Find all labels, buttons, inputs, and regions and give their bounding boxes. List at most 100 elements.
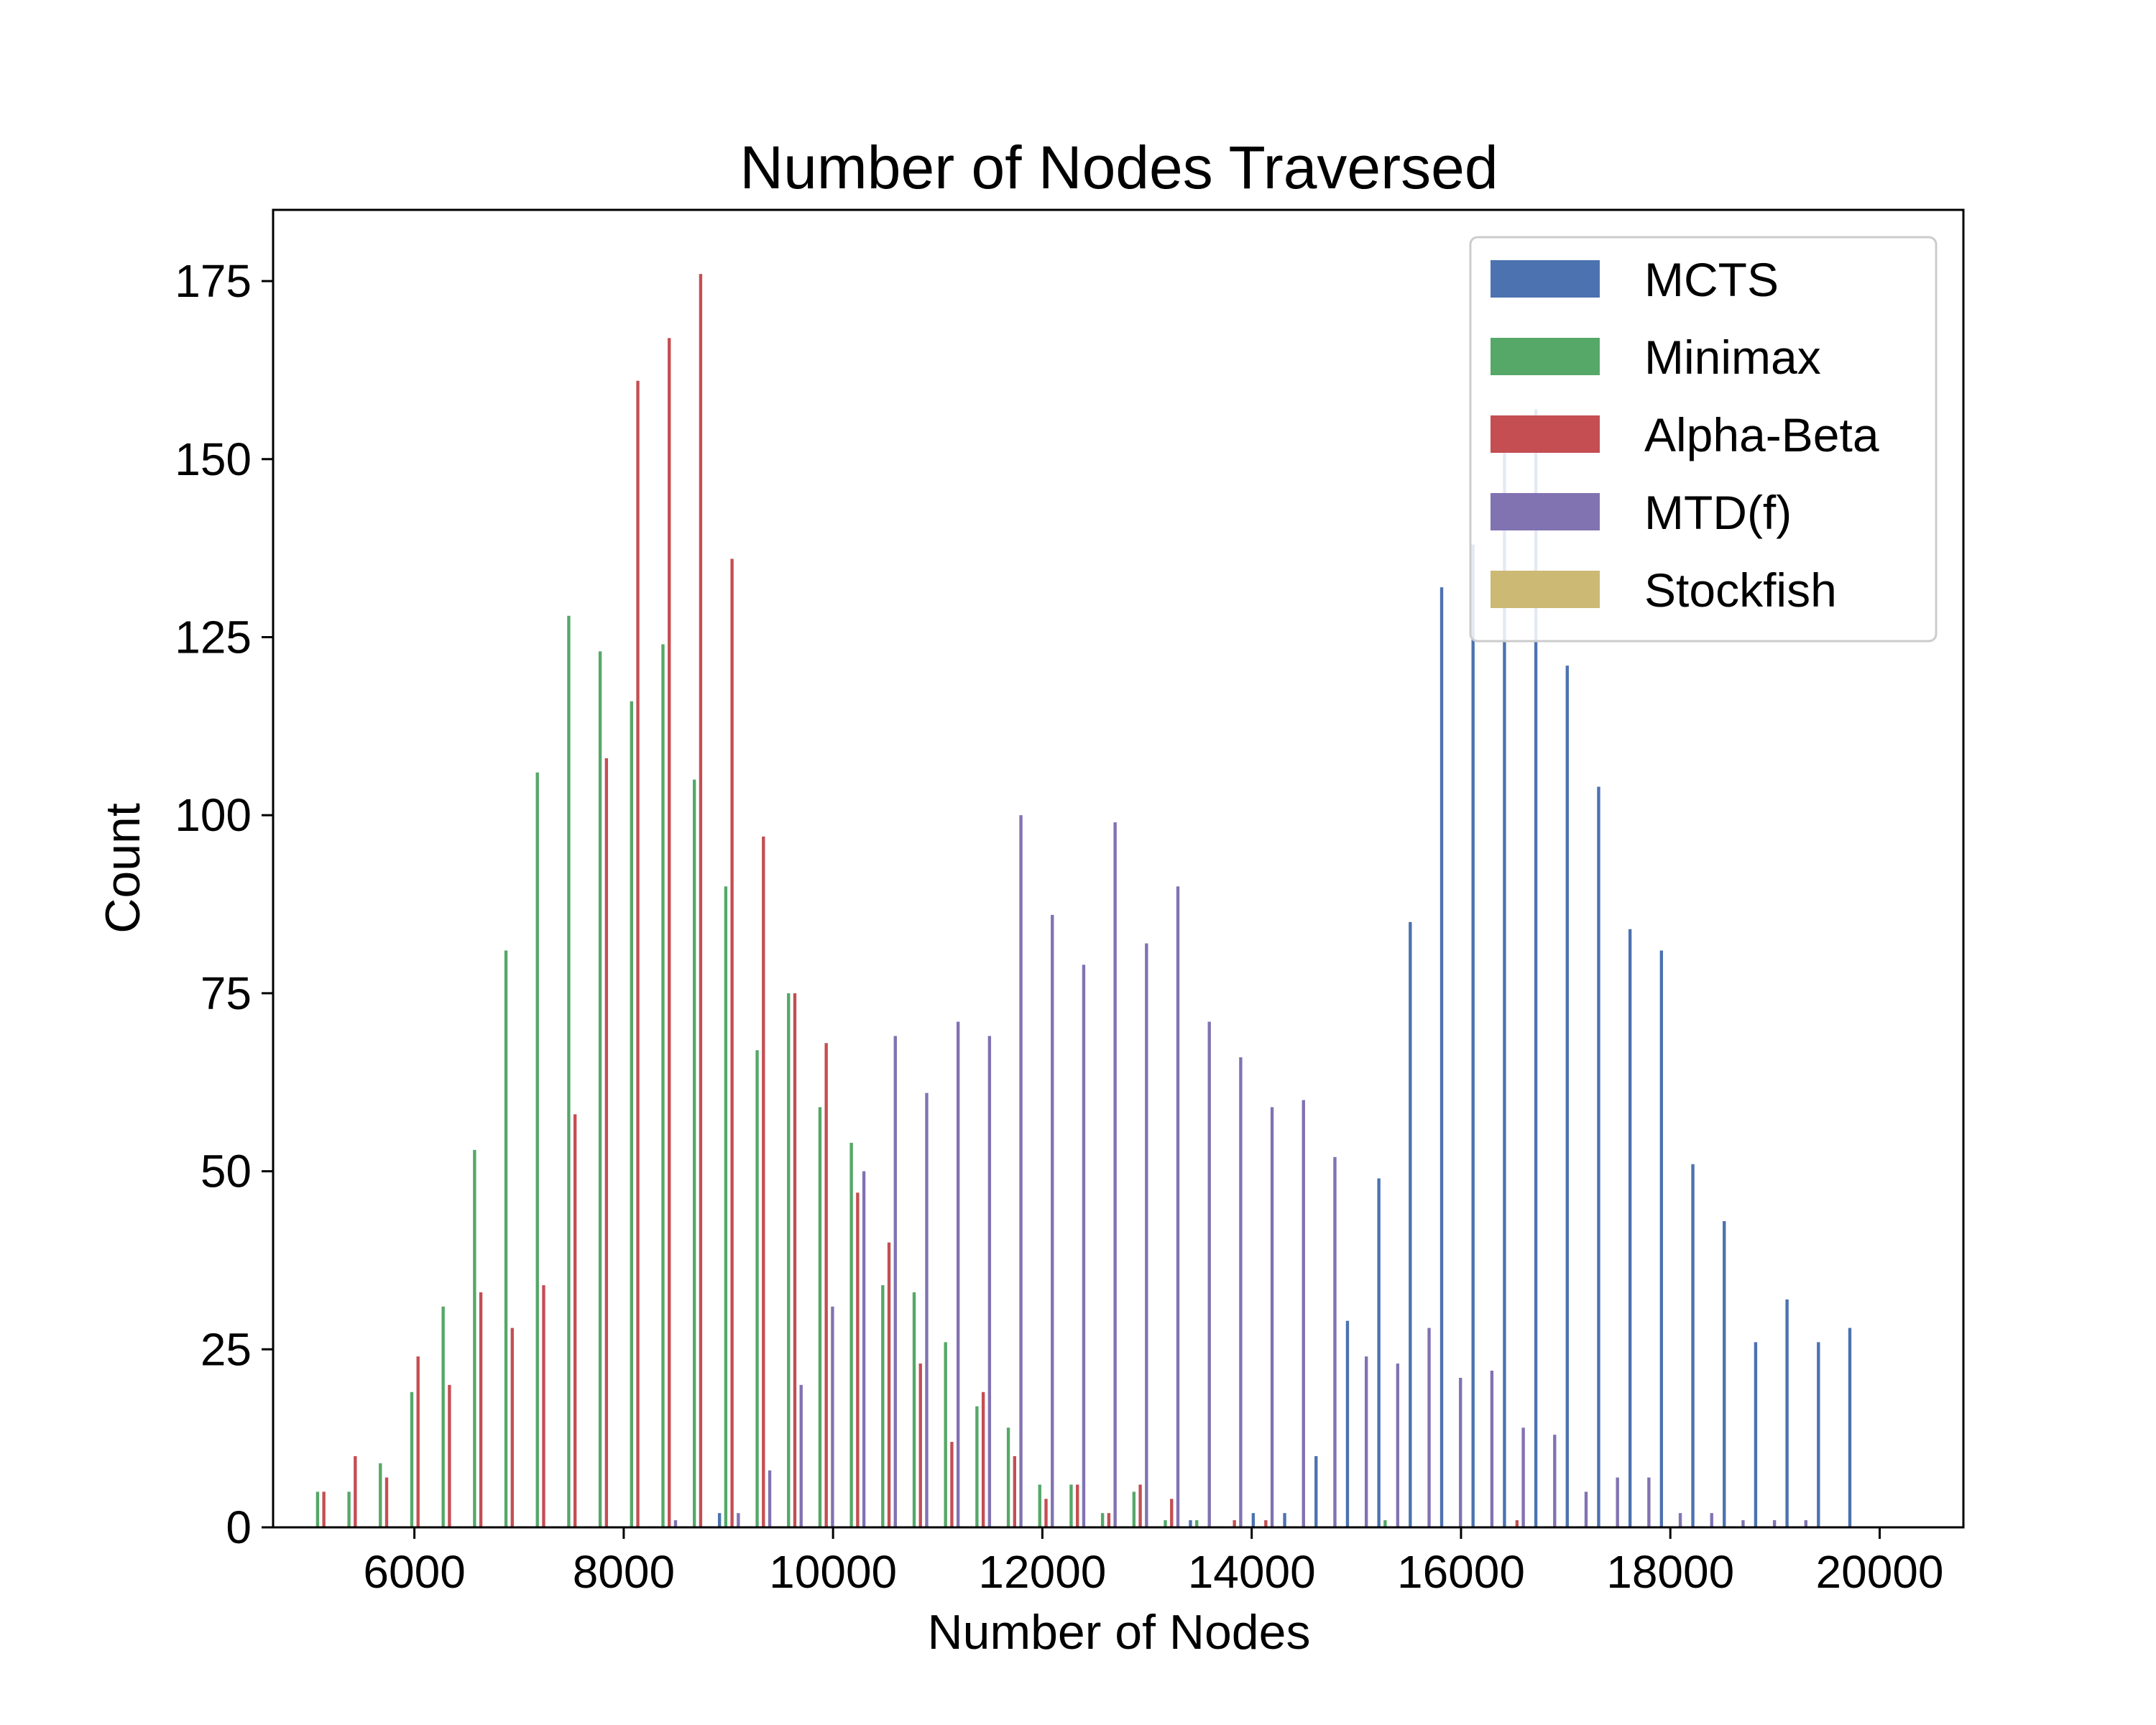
bar-mtd-f--bin-44 xyxy=(1710,1513,1713,1527)
bar-mtd-f--bin-42 xyxy=(1647,1477,1651,1527)
bar-mtd-f--bin-18 xyxy=(893,1036,897,1527)
bar-mtd-f--bin-16 xyxy=(831,1306,834,1527)
bar-mtd-f--bin-29 xyxy=(1239,1057,1243,1527)
bar-alpha-beta-bin-27 xyxy=(1170,1499,1174,1527)
x-tick-label: 20000 xyxy=(1816,1546,1944,1598)
bar-mtd-f--bin-46 xyxy=(1772,1520,1777,1527)
bar-mtd-f--bin-26 xyxy=(1145,943,1148,1527)
bar-alpha-beta-bin-12 xyxy=(699,274,703,1527)
bar-mcts-bin-41 xyxy=(1597,786,1600,1527)
bar-mtd-f--bin-27 xyxy=(1176,886,1180,1527)
bar-minimax-bin-2 xyxy=(379,1463,382,1527)
bar-minimax-bin-27 xyxy=(1164,1520,1167,1527)
bar-mtd-f--bin-35 xyxy=(1427,1328,1431,1527)
bar-alpha-beta-bin-24 xyxy=(1076,1484,1079,1527)
bar-mtd-f--bin-32 xyxy=(1333,1156,1337,1527)
x-tick-label: 16000 xyxy=(1397,1546,1525,1598)
bar-minimax-bin-12 xyxy=(693,779,696,1527)
bar-mcts-bin-39 xyxy=(1534,409,1538,1528)
bar-alpha-beta-bin-7 xyxy=(542,1285,545,1527)
bar-mcts-bin-37 xyxy=(1471,544,1475,1528)
bar-mtd-f--bin-13 xyxy=(737,1513,740,1527)
bar-mcts-bin-48 xyxy=(1817,1342,1820,1527)
bar-minimax-bin-16 xyxy=(818,1107,822,1527)
bar-alpha-beta-bin-15 xyxy=(793,993,797,1527)
bar-alpha-beta-bin-29 xyxy=(1233,1520,1236,1527)
bar-mcts-bin-28 xyxy=(1189,1520,1192,1527)
bar-minimax-bin-6 xyxy=(504,950,508,1527)
bar-minimax-bin-22 xyxy=(1006,1427,1010,1527)
bar-alpha-beta-bin-21 xyxy=(981,1392,985,1527)
bar-alpha-beta-bin-11 xyxy=(668,338,671,1528)
bar-alpha-beta-bin-25 xyxy=(1107,1513,1111,1527)
chart-title: Number of Nodes Traversed xyxy=(740,134,1498,201)
y-tick-label: 0 xyxy=(226,1501,252,1553)
bar-mcts-bin-49 xyxy=(1848,1328,1852,1527)
bar-mcts-bin-36 xyxy=(1439,587,1444,1527)
bar-mcts-bin-35 xyxy=(1409,921,1412,1527)
bar-mtd-f--bin-31 xyxy=(1302,1100,1305,1527)
bar-alpha-beta-bin-16 xyxy=(824,1043,828,1527)
bar-alpha-beta-bin-13 xyxy=(730,558,734,1527)
legend-label-minimax: Minimax xyxy=(1644,331,1821,384)
bar-mcts-bin-32 xyxy=(1314,1455,1318,1527)
bar-alpha-beta-bin-38 xyxy=(1515,1520,1519,1527)
bar-minimax-bin-14 xyxy=(755,1050,759,1527)
bar-mcts-bin-34 xyxy=(1377,1178,1381,1527)
bar-mtd-f--bin-25 xyxy=(1113,822,1117,1527)
bar-minimax-bin-23 xyxy=(1038,1484,1041,1527)
bar-alpha-beta-bin-9 xyxy=(604,758,609,1527)
bar-mtd-f--bin-15 xyxy=(799,1384,803,1527)
y-tick-label: 150 xyxy=(175,433,252,485)
legend-label-alpha-beta: Alpha-Beta xyxy=(1644,408,1879,461)
bar-mtd-f--bin-17 xyxy=(862,1171,866,1527)
bar-mcts-bin-30 xyxy=(1251,1513,1256,1527)
bar-minimax-bin-0 xyxy=(315,1491,320,1527)
legend-swatch-mcts xyxy=(1491,260,1600,298)
bar-minimax-bin-18 xyxy=(881,1285,885,1527)
bar-mtd-f--bin-28 xyxy=(1207,1021,1211,1527)
bars-layer xyxy=(315,274,1852,1528)
x-tick-label: 8000 xyxy=(573,1546,675,1598)
bar-mtd-f--bin-11 xyxy=(673,1520,678,1527)
bar-alpha-beta-bin-3 xyxy=(416,1356,420,1527)
bar-mtd-f--bin-33 xyxy=(1364,1356,1368,1527)
legend-swatch-minimax xyxy=(1491,338,1600,375)
bar-mcts-bin-38 xyxy=(1503,423,1506,1527)
bar-minimax-bin-13 xyxy=(724,886,728,1527)
x-axis-label: Number of Nodes xyxy=(928,1605,1311,1660)
bar-minimax-bin-28 xyxy=(1195,1520,1199,1527)
bar-mtd-f--bin-19 xyxy=(925,1092,929,1527)
y-tick-label: 25 xyxy=(201,1323,252,1375)
y-tick-label: 75 xyxy=(201,967,252,1019)
bar-alpha-beta-bin-2 xyxy=(384,1477,389,1527)
legend-swatch-alpha-beta xyxy=(1491,415,1600,453)
bar-minimax-bin-21 xyxy=(975,1406,979,1527)
bar-alpha-beta-bin-17 xyxy=(856,1192,860,1527)
bar-mcts-bin-31 xyxy=(1283,1513,1286,1527)
bar-minimax-bin-5 xyxy=(473,1149,476,1527)
bar-mcts-bin-46 xyxy=(1754,1342,1758,1527)
legend-label-mtd-f-: MTD(f) xyxy=(1644,486,1792,539)
y-axis-label: Count xyxy=(96,803,150,934)
bar-alpha-beta-bin-8 xyxy=(573,1114,577,1527)
bar-alpha-beta-bin-30 xyxy=(1264,1520,1268,1527)
bar-mtd-f--bin-36 xyxy=(1459,1377,1462,1527)
bar-mtd-f--bin-20 xyxy=(956,1021,960,1527)
bar-alpha-beta-bin-26 xyxy=(1138,1484,1142,1527)
bar-mcts-bin-47 xyxy=(1785,1299,1789,1527)
bar-mtd-f--bin-21 xyxy=(987,1036,992,1527)
bar-alpha-beta-bin-6 xyxy=(510,1328,514,1527)
legend-label-mcts: MCTS xyxy=(1644,253,1779,306)
bar-mtd-f--bin-37 xyxy=(1490,1371,1494,1527)
legend: MCTS Minimax Alpha-Beta MTD(f) Stockfish xyxy=(1469,236,1938,643)
bar-minimax-bin-3 xyxy=(410,1392,414,1527)
bar-mtd-f--bin-39 xyxy=(1553,1435,1557,1527)
bar-alpha-beta-bin-18 xyxy=(887,1242,891,1527)
bar-minimax-bin-8 xyxy=(567,615,571,1527)
bar-alpha-beta-bin-1 xyxy=(354,1455,357,1527)
legend-swatch-mtd-f- xyxy=(1491,493,1600,530)
bar-minimax-bin-24 xyxy=(1069,1484,1073,1527)
bar-mtd-f--bin-38 xyxy=(1521,1427,1525,1527)
